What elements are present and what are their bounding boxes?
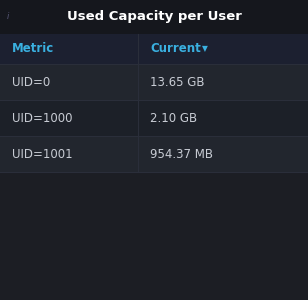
Bar (0, 100, 308, 136)
Text: i: i (7, 12, 9, 21)
Text: 13.65 GB: 13.65 GB (150, 76, 205, 88)
Bar (0, 0, 308, 34)
Text: 954.37 MB: 954.37 MB (150, 148, 213, 160)
Bar (0, 34, 308, 64)
Text: 2.10 GB: 2.10 GB (150, 112, 197, 124)
Text: UID=0: UID=0 (12, 76, 50, 88)
Bar (0, 136, 308, 172)
Text: UID=1001: UID=1001 (12, 148, 73, 160)
Text: Used Capacity per User: Used Capacity per User (67, 10, 241, 23)
Text: Current: Current (150, 43, 201, 56)
Text: Metric: Metric (12, 43, 54, 56)
Bar (0, 64, 308, 100)
Text: ▼: ▼ (202, 44, 208, 53)
Text: UID=1000: UID=1000 (12, 112, 72, 124)
